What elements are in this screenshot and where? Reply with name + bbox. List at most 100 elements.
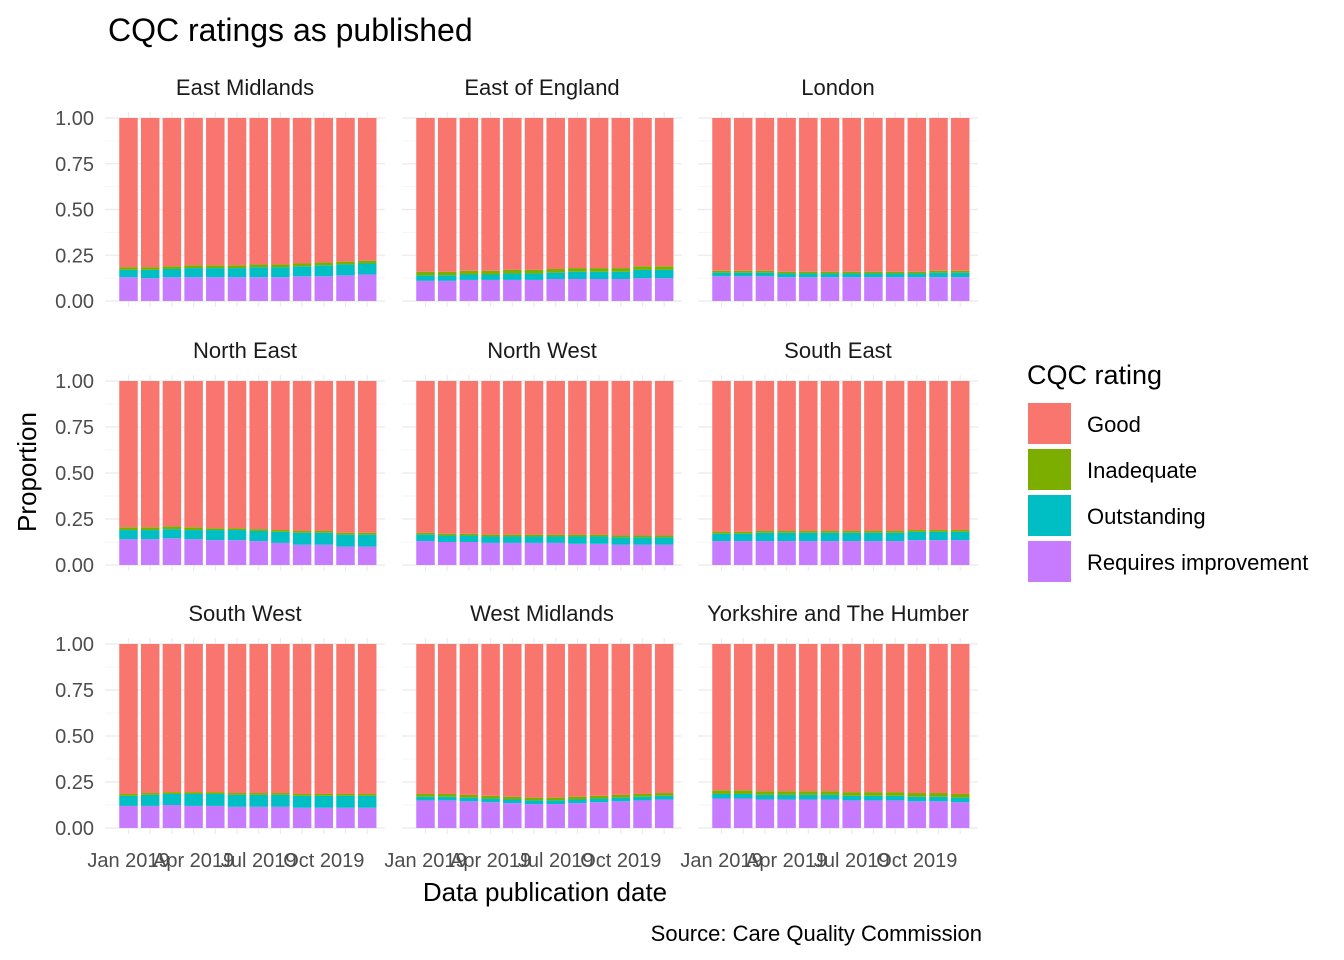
bar-segment-inadequate [503,269,522,274]
bar-segment-good [292,381,312,531]
bar-segment-outstanding [249,267,268,278]
x-tick-label: Oct 2019 [580,850,661,872]
bar-segment-good [950,644,970,794]
bar-segment-good [589,644,609,796]
bar-segment-outstanding [314,532,334,545]
bar-segment-outstanding [755,272,775,277]
bar-segment-requires-improvement [292,544,312,565]
bar-segment-requires-improvement [589,543,609,565]
bar-segment-requires-improvement [885,541,905,565]
bar-segment-outstanding [633,796,652,801]
bar-segment-outstanding [357,534,377,547]
y-tick-label: 1.00 [55,371,94,393]
legend-swatch-good [1028,403,1071,444]
bar-segment-inadequate [357,793,377,796]
facet-strip-label: East Midlands [176,75,314,100]
bar-segment-inadequate [437,271,457,276]
bar-segment-inadequate [162,526,182,530]
bar-segment-inadequate [712,270,731,273]
legend-swatch-inadequate [1028,449,1071,490]
bar-segment-outstanding [842,532,861,542]
bar-segment-requires-improvement [481,802,500,828]
bar-segment-good [777,381,796,531]
bar-segment-outstanding [481,798,500,803]
bar-segment-inadequate [437,533,457,536]
bar-segment-good [336,381,355,533]
bar-segment-good [184,644,203,793]
bar-segment-inadequate [184,265,203,269]
bar-segment-outstanding [249,794,268,807]
bar-segment-good [249,644,268,794]
y-tick-label: 1.00 [55,108,94,130]
bar-segment-inadequate [314,793,334,796]
bar-segment-requires-improvement [357,274,377,301]
bar-segment-requires-improvement [589,802,609,828]
bar-segment-inadequate [589,795,609,799]
bar-segment-good [929,644,948,794]
bar-segment-requires-improvement [885,800,905,828]
bar-segment-requires-improvement [755,276,775,301]
bar-segment-inadequate [755,530,775,533]
bar-segment-good [950,381,970,531]
bar-segment-good [336,644,355,794]
bar-segment-outstanding [503,273,522,280]
bar-segment-outstanding [416,275,435,281]
bar-segment-outstanding [437,275,457,281]
bar-segment-inadequate [206,265,225,269]
bar-segment-requires-improvement [820,541,840,565]
bar-segment-good [589,381,609,535]
bar-segment-good [437,381,457,534]
legend-title: CQC rating [1027,360,1162,390]
bar-segment-good [842,644,861,793]
y-axis-title: Proportion [12,412,42,532]
y-tick-label: 0.00 [55,291,94,313]
bar-segment-outstanding [546,272,565,280]
bar-segment-requires-improvement [842,541,861,565]
facet-south-west: 0.00 0.25 0.50 0.75 1.00 South West Jan 2019Ap… [55,601,385,872]
bar-segment-outstanding [336,795,355,808]
x-tick-label: Jul 2019 [221,850,297,872]
bar-segment-good [416,118,435,272]
bar-segment-inadequate [820,791,840,795]
bar-segment-good [885,381,905,531]
bar-segment-requires-improvement [885,277,905,301]
bar-segment-requires-improvement [524,279,544,301]
bar-segment-requires-improvement [314,276,334,301]
bar-segment-requires-improvement [140,805,160,828]
bar-segment-good [733,381,753,532]
bar-segment-inadequate [611,794,631,798]
legend-label-requires-improvement: Requires improvement [1087,550,1308,575]
bar-segment-outstanding [546,800,565,805]
bar-segment-good [568,644,587,797]
bar-segment-outstanding [249,530,268,542]
bar-segment-good [503,644,522,797]
bar-segment-requires-improvement [712,541,731,565]
bar-segment-requires-improvement [755,541,775,565]
bar-segment-requires-improvement [777,799,796,828]
legend-label-outstanding: Outstanding [1087,504,1206,529]
bar-segment-good [589,118,609,269]
bar-segment-inadequate [546,797,565,801]
bar-segment-inadequate [546,268,565,273]
y-tick-label: 1.00 [55,634,94,656]
bar-segment-inadequate [633,793,652,797]
bar-segment-good [611,118,631,269]
bar-segment-good [633,381,652,536]
bar-segment-outstanding [140,794,160,806]
bar-segment-requires-improvement [459,542,479,565]
bar-segment-good [249,381,268,530]
bar-segment-inadequate [820,271,840,274]
bar-segment-inadequate [654,535,674,538]
bar-segment-inadequate [227,793,247,795]
bar-segment-requires-improvement [162,538,182,565]
bar-segment-good [546,118,565,269]
bar-segment-requires-improvement [907,801,927,828]
bar-segment-inadequate [546,534,565,537]
bar-segment-requires-improvement [524,804,544,828]
bar-segment-requires-improvement [206,805,225,828]
bar-segment-good [712,644,731,791]
x-tick-label: Jul 2019 [518,850,594,872]
bar-segment-inadequate [820,530,840,533]
bar-segment-requires-improvement [633,278,652,302]
bar-segment-good [162,381,182,527]
